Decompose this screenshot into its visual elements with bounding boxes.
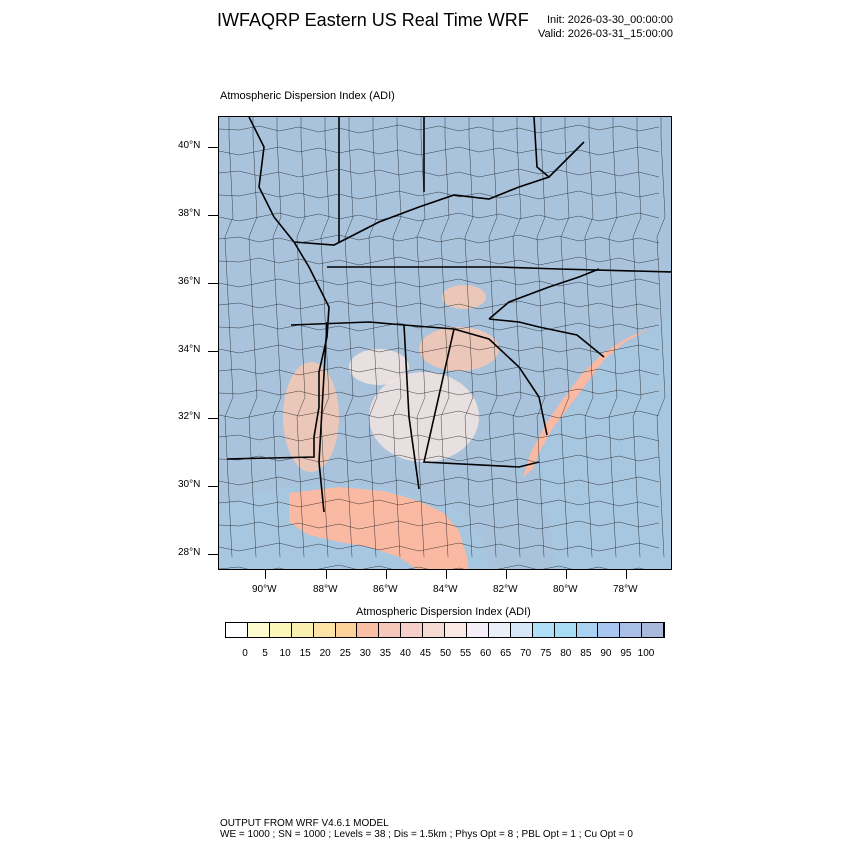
mississippi-high-adi	[283, 362, 339, 472]
colorbar	[225, 622, 665, 638]
colorbar-swatch	[247, 623, 270, 637]
lon-label: 78°W	[613, 584, 638, 595]
colorbar-label: 35	[379, 648, 391, 659]
colorbar-swatch	[576, 623, 599, 637]
lat-label: 30°N	[178, 479, 201, 490]
lon-label: 90°W	[252, 584, 277, 595]
colorbar-label: 85	[580, 648, 592, 659]
lat-label: 38°N	[178, 208, 201, 219]
valid-time: Valid: 2026-03-31_15:00:00	[538, 28, 673, 40]
lat-label: 40°N	[178, 140, 201, 151]
lon-tick	[326, 570, 327, 579]
lon-tick	[506, 570, 507, 579]
lon-tick	[566, 570, 567, 579]
colorbar-label: 60	[480, 648, 492, 659]
colorbar-label: 100	[637, 648, 655, 659]
colorbar-label: 70	[520, 648, 532, 659]
atlantic-ocean	[535, 314, 671, 569]
lon-label: 88°W	[313, 584, 338, 595]
gulf-high-adi	[289, 487, 469, 569]
lon-tick	[386, 570, 387, 579]
lat-tick	[208, 215, 218, 216]
lon-tick	[626, 570, 627, 579]
colorbar-swatch	[423, 623, 446, 637]
colorbar-label: 15	[299, 648, 311, 659]
colorbar-label: 0	[242, 648, 248, 659]
colorbar-swatch	[401, 623, 424, 637]
colorbar-swatch	[620, 623, 643, 637]
lat-tick	[208, 418, 218, 419]
colorbar-swatch	[335, 623, 358, 637]
lat-tick	[208, 147, 218, 148]
colorbar-label: 10	[279, 648, 291, 659]
colorbar-label: 90	[600, 648, 612, 659]
colorbar-swatch	[379, 623, 402, 637]
colorbar-label: 25	[339, 648, 351, 659]
colorbar-label: 75	[540, 648, 552, 659]
alabama-mid-adi	[349, 349, 409, 385]
lon-label: 80°W	[553, 584, 578, 595]
lon-label: 84°W	[433, 584, 458, 595]
lat-tick	[208, 351, 218, 352]
colorbar-swatch	[313, 623, 336, 637]
colorbar-label: 40	[399, 648, 411, 659]
lat-tick	[208, 283, 218, 284]
colorbar-swatch	[445, 623, 467, 637]
georgia-high-adi	[419, 327, 499, 371]
lon-tick	[265, 570, 266, 579]
colorbar-swatch	[510, 623, 533, 637]
colorbar-label: 50	[439, 648, 452, 659]
colorbar-label: 65	[500, 648, 512, 659]
colorbar-label: 80	[560, 648, 572, 659]
colorbar-swatch	[226, 623, 248, 637]
lon-label: 86°W	[373, 584, 398, 595]
colorbar-label: 20	[319, 648, 331, 659]
lat-label: 32°N	[178, 411, 201, 422]
lat-tick	[208, 554, 218, 555]
southeast-mid-adi	[369, 372, 479, 462]
page-title: IWFAQRP Eastern US Real Time WRF	[217, 10, 529, 30]
time-info: Init: 2026-03-30_00:00:00 Valid: 2026-03…	[538, 13, 673, 41]
model-info-line1: OUTPUT FROM WRF V4.6.1 MODEL	[220, 818, 389, 829]
colorbar-swatch	[488, 623, 511, 637]
adi-map	[218, 116, 672, 570]
colorbar-swatch	[269, 623, 292, 637]
colorbar-swatch	[598, 623, 621, 637]
colorbar-swatch	[466, 623, 489, 637]
colorbar-label: 95	[620, 648, 632, 659]
lat-label: 36°N	[178, 276, 201, 287]
plot-title: Atmospheric Dispersion Index (ADI)	[220, 90, 395, 102]
colorbar-label: 5	[262, 648, 268, 659]
appalachian-high-adi	[442, 285, 486, 309]
lon-tick	[446, 570, 447, 579]
colorbar-title: Atmospheric Dispersion Index (ADI)	[356, 606, 531, 618]
colorbar-label: 45	[419, 648, 431, 659]
colorbar-swatch	[554, 623, 577, 637]
colorbar-label: 30	[359, 648, 371, 659]
lat-label: 34°N	[178, 344, 201, 355]
lat-tick	[208, 486, 218, 487]
init-time: Init: 2026-03-30_00:00:00	[547, 14, 673, 26]
county-boundaries	[219, 117, 666, 569]
colorbar-swatch	[642, 623, 665, 637]
colorbar-swatch	[291, 623, 314, 637]
model-info-line2: WE = 1000 ; SN = 1000 ; Levels = 38 ; Di…	[220, 829, 633, 840]
colorbar-label: 55	[459, 648, 472, 659]
colorbar-swatch	[357, 623, 380, 637]
lon-label: 82°W	[493, 584, 518, 595]
lat-label: 28°N	[178, 547, 201, 558]
colorbar-swatch	[532, 623, 555, 637]
